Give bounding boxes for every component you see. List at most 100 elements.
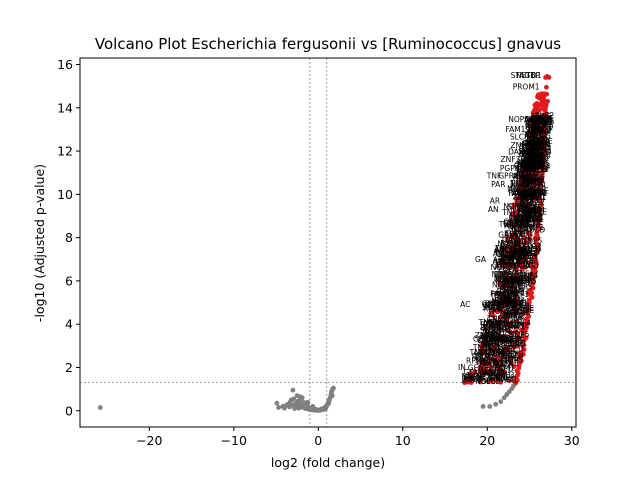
gene-label: PROM1 — [513, 83, 540, 92]
gene-label: TNF1 — [472, 343, 493, 352]
red-point — [496, 326, 502, 332]
gene-label: NOP5 — [527, 130, 548, 139]
gray-point — [283, 402, 289, 408]
y-tick-label: 8 — [65, 230, 73, 245]
gene-label: SLC8A — [510, 132, 535, 141]
gene-label: ABCD — [480, 348, 501, 357]
gene-label: ABCD — [530, 148, 551, 157]
red-point — [509, 284, 515, 290]
gene-label: NOP5 — [502, 316, 523, 325]
gene-label: ZNF4 — [491, 326, 511, 335]
gene-label: TNF1 — [517, 189, 538, 198]
red-point — [506, 378, 512, 384]
gene-label: RPL3 — [526, 135, 545, 144]
gene-label: NOP5 — [462, 372, 483, 381]
gene-label: RPL3 — [480, 320, 499, 329]
red-point — [468, 380, 474, 385]
gene-label: AN — [488, 205, 499, 214]
gene-label: GENE — [508, 321, 529, 330]
red-point — [538, 170, 543, 176]
gene-label: PGPEP1 — [500, 164, 529, 173]
red-point — [484, 360, 490, 366]
gene-label: TNF1 — [524, 223, 545, 232]
gene-label: ABCD — [480, 332, 501, 341]
gene-label: RPL3 — [525, 122, 544, 131]
red-point — [530, 184, 536, 189]
gene-label: FAM1 — [505, 275, 525, 284]
plot-frame — [79, 57, 577, 428]
gene-label: SLC2 — [519, 245, 538, 254]
gene-label: GENE — [503, 219, 524, 228]
gene-label: SLC2 — [525, 183, 544, 192]
red-point — [496, 276, 501, 282]
gene-label: FAM1 — [485, 346, 505, 355]
gene-label: RPL3 — [513, 172, 532, 181]
gene-label: GENE — [515, 260, 536, 269]
gene-label: ABCD — [522, 196, 543, 205]
gene-label: RPL3 — [513, 249, 532, 258]
red-point — [543, 128, 548, 133]
gene-label: SLC2 — [526, 198, 545, 207]
gene-label: ABCD — [494, 245, 515, 254]
y-tick-label: 14 — [57, 100, 73, 115]
gene-label: ZNF4 — [488, 335, 508, 344]
gene-label: SLC2 — [530, 162, 549, 171]
gene-label: FAM1 — [522, 244, 542, 253]
red-point — [507, 278, 512, 284]
gene-label: SLC2 — [533, 123, 552, 132]
red-point — [508, 322, 514, 328]
red-point — [527, 193, 533, 199]
gene-label: RPL3 — [519, 149, 538, 158]
gene-label: GENE — [514, 273, 535, 282]
gene-label: SLC2 — [498, 292, 517, 301]
gene-label: ZNF4 — [517, 208, 537, 217]
gene-label: ZNF384 — [500, 155, 530, 164]
gene-label: RPL3 — [517, 220, 536, 229]
gene-label: TNF1 — [524, 213, 545, 222]
gene-label: ABCD — [526, 120, 547, 129]
gene-label: AC — [460, 300, 470, 309]
red-point — [479, 351, 485, 357]
gene-label: RPL3 — [520, 192, 539, 201]
gene-label: ABCD — [502, 337, 523, 346]
red-point — [518, 194, 523, 200]
gene-label: NOP5 — [485, 368, 506, 377]
gene-label: SLC2 — [522, 242, 541, 251]
red-point — [521, 311, 526, 316]
gene-label: TNF1 — [524, 139, 545, 148]
gene-label: FAM1 — [508, 189, 528, 198]
gene-label: SLC2 — [499, 350, 518, 359]
gene-label: GENE — [524, 163, 545, 172]
gene-label: GENE — [483, 374, 504, 383]
gray-point — [276, 405, 281, 410]
gene-label: SLC2 — [519, 142, 538, 151]
gene-label: TNF1 — [517, 200, 538, 209]
gene-label: TNF1 — [517, 249, 538, 258]
red-point — [531, 127, 537, 133]
gray-point — [97, 405, 103, 410]
gene-label: RPL3 — [483, 324, 502, 333]
gene-label: FAM1 — [495, 363, 515, 372]
gene-label: NOP5 — [524, 153, 545, 162]
gene-label: NOP5 — [497, 291, 518, 300]
y-tick-label: 0 — [65, 403, 73, 418]
gene-label: SLC2 — [479, 354, 498, 363]
gene-label: GENE — [522, 139, 543, 148]
red-point — [468, 376, 474, 381]
gene-label: NOP5 — [514, 202, 535, 211]
gene-label: RPL3 — [511, 279, 530, 288]
gene-label: ZNF4 — [526, 162, 546, 171]
gene-label: RPL3 — [531, 138, 550, 147]
gene-label: GENE — [521, 214, 542, 223]
gene-label: ABCD — [521, 215, 542, 224]
red-point — [507, 296, 512, 302]
red-point — [498, 306, 504, 312]
gene-label: ZNF4 — [516, 193, 536, 202]
gene-label: ZNF4 — [510, 232, 530, 241]
gene-label: SLC2 — [507, 203, 526, 212]
red-point — [528, 209, 534, 214]
red-point — [526, 142, 532, 148]
gene-label: NOP5 — [511, 223, 532, 232]
gene-label: SLC2 — [512, 245, 531, 254]
